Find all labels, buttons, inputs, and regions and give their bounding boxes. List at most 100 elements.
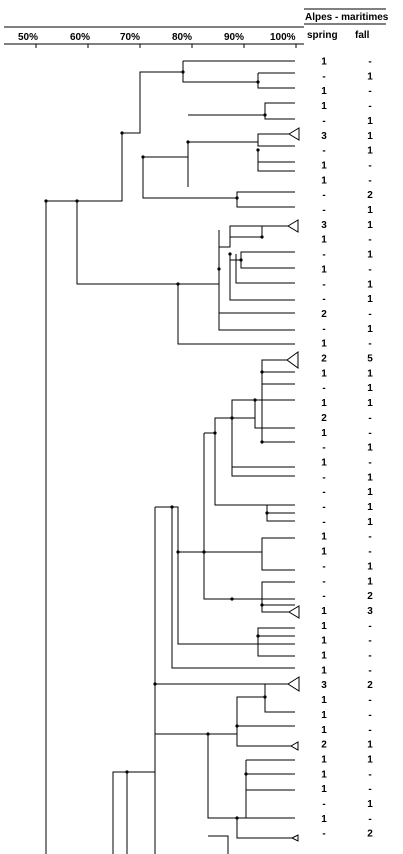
- fall-count: 1: [367, 740, 373, 751]
- fall-count: 1: [367, 279, 373, 290]
- fall-count: 1: [367, 294, 373, 305]
- branch-node: [235, 724, 239, 728]
- branch-node: [239, 258, 243, 262]
- fall-count: 1: [367, 383, 373, 394]
- spring-count: 1: [321, 665, 327, 676]
- collapsed-cluster-marker: [289, 741, 299, 751]
- table-row: 1-: [321, 547, 371, 558]
- spring-count: -: [322, 146, 325, 157]
- spring-count: 1: [321, 368, 327, 379]
- table-row: -1: [322, 116, 373, 127]
- spring-count: 1: [321, 547, 327, 558]
- spring-count: 3: [321, 131, 327, 142]
- spring-count: -: [322, 383, 325, 394]
- table-row: 2-: [321, 413, 371, 424]
- fall-count: -: [368, 413, 371, 424]
- fall-count: -: [368, 814, 371, 825]
- spring-count: 2: [321, 413, 327, 424]
- branch-node: [256, 80, 260, 84]
- fall-count: 2: [367, 829, 373, 840]
- collapsed-cluster-marker: [287, 676, 300, 692]
- table-row: -1: [322, 294, 373, 305]
- table-header: Alpes - maritimes spring fall: [304, 8, 389, 41]
- similarity-scale: 50% 60% 70% 80% 90% 100%: [4, 26, 304, 48]
- branch-node: [260, 235, 264, 239]
- table-row: 1-: [321, 86, 371, 97]
- scale-label: 70%: [120, 32, 140, 43]
- branch-node: [256, 148, 260, 152]
- collapsed-clusters: [286, 127, 300, 842]
- fall-count: 1: [367, 754, 373, 765]
- spring-count: -: [322, 487, 325, 498]
- branch-node: [181, 70, 185, 74]
- region-title: Alpes - maritimes: [305, 12, 389, 23]
- table-row: 1-: [321, 621, 371, 632]
- table-row: -2: [322, 829, 373, 840]
- table-row: -1: [322, 472, 373, 483]
- fall-count: -: [368, 160, 371, 171]
- table-row: 1-: [321, 725, 371, 736]
- branch-node: [170, 505, 174, 509]
- fall-count: 1: [367, 472, 373, 483]
- spring-count: -: [322, 443, 325, 454]
- branch-node: [260, 603, 264, 607]
- fall-count: 2: [367, 190, 373, 201]
- fall-count: -: [368, 175, 371, 186]
- branch-node: [206, 732, 210, 736]
- scale-label: 100%: [270, 32, 296, 43]
- fall-count: 2: [367, 591, 373, 602]
- table-row: 1-: [321, 814, 371, 825]
- fall-count: -: [368, 710, 371, 721]
- fall-count: 1: [367, 398, 373, 409]
- fall-count: 1: [367, 116, 373, 127]
- fall-count: 1: [367, 487, 373, 498]
- count-table: 1 -- 11 -1 -- 13 1- 11 -1 -- 2- 13 11 -- 11 -- 1- 12 -- 11-…: [321, 57, 373, 840]
- spring-count: -: [322, 517, 325, 528]
- table-row: 1-: [321, 264, 371, 275]
- fall-count: 1: [367, 368, 373, 379]
- branch-node: [217, 267, 221, 271]
- fall-count: 1: [367, 443, 373, 454]
- fall-count: 1: [367, 250, 373, 261]
- table-row: -1: [322, 799, 373, 810]
- branch-node: [230, 416, 234, 420]
- spring-count: 1: [321, 725, 327, 736]
- collapsed-cluster-marker: [287, 219, 299, 233]
- spring-count: 1: [321, 86, 327, 97]
- branch-node: [244, 772, 248, 776]
- table-row: -2: [322, 591, 373, 602]
- table-row: 2-: [321, 309, 371, 320]
- spring-count: 1: [321, 695, 327, 706]
- table-row: 1-: [321, 175, 371, 186]
- fall-count: 1: [367, 799, 373, 810]
- branch-node: [176, 282, 180, 286]
- branch-node: [202, 550, 206, 554]
- spring-count: -: [322, 294, 325, 305]
- fall-count: -: [368, 621, 371, 632]
- branch-node: [176, 550, 180, 554]
- fall-count: 1: [367, 502, 373, 513]
- spring-column-header: spring: [307, 30, 338, 41]
- spring-count: 1: [321, 636, 327, 647]
- collapsed-cluster-marker: [286, 351, 299, 369]
- spring-count: -: [322, 472, 325, 483]
- branch-node: [235, 196, 239, 200]
- spring-count: 1: [321, 710, 327, 721]
- scale-label: 50%: [18, 32, 38, 43]
- branch-node: [228, 252, 232, 256]
- table-row: -1: [322, 576, 373, 587]
- branch-node: [44, 199, 48, 203]
- spring-count: 1: [321, 101, 327, 112]
- fall-count: -: [368, 235, 371, 246]
- spring-count: 1: [321, 339, 327, 350]
- fall-count: -: [368, 457, 371, 468]
- branch-node: [253, 398, 257, 402]
- table-row: 1-: [321, 695, 371, 706]
- table-row: -1: [322, 324, 373, 335]
- spring-count: -: [322, 250, 325, 261]
- spring-count: 1: [321, 754, 327, 765]
- dendrogram-tree: [45, 60, 295, 854]
